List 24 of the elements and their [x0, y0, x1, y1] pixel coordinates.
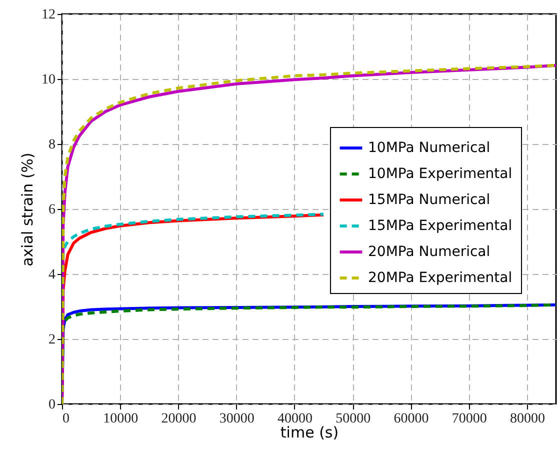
- x-tick-label: 30000: [219, 412, 254, 426]
- y-tick-label: 0: [48, 398, 56, 412]
- legend-label: 20MPa Numerical: [368, 244, 490, 260]
- y-tick-label: 8: [48, 138, 56, 152]
- x-tick-label: 80000: [510, 412, 545, 426]
- y-tick-label: 12: [42, 8, 56, 22]
- y-tick-label: 4: [48, 268, 56, 282]
- x-tick-label: 70000: [452, 412, 487, 426]
- x-tick-label: 40000: [277, 412, 312, 426]
- y-tick-label: 2: [48, 332, 56, 348]
- y-tick-label: 6: [48, 202, 56, 218]
- x-tick-label: 60000: [394, 412, 429, 426]
- y-axis-title: axial strain (%): [18, 152, 36, 266]
- x-tick-label: 20000: [161, 412, 196, 426]
- x-tick-label: 10000: [103, 412, 138, 426]
- legend-label: 20MPa Experimental: [368, 270, 512, 286]
- x-tick-label: 0: [62, 412, 70, 426]
- legend-label: 15MPa Experimental: [368, 218, 512, 234]
- legend-label: 10MPa Numerical: [368, 140, 490, 156]
- y-tick-label: 10: [42, 72, 56, 88]
- x-tick-label: 50000: [336, 412, 371, 426]
- legend-label: 10MPa Experimental: [368, 166, 512, 182]
- legend-label: 15MPa Numerical: [368, 192, 490, 208]
- x-axis-title: time (s): [280, 424, 339, 442]
